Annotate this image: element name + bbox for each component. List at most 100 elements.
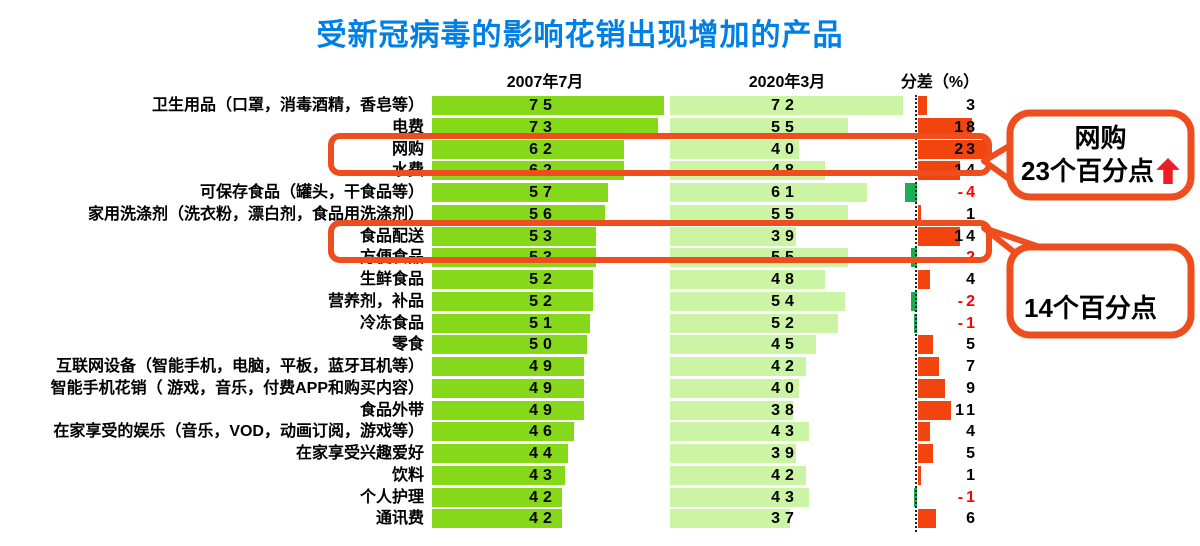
- value-2020: 39: [771, 227, 799, 245]
- value-2020: 61: [771, 184, 799, 201]
- diff-bar: [918, 335, 933, 355]
- value-2020: 43: [771, 488, 799, 506]
- diff-bar: [918, 357, 939, 376]
- diff-value: 14: [954, 162, 978, 180]
- bar-2020: [670, 291, 845, 311]
- bar-2007: [432, 270, 593, 289]
- column-header-2007: 2007年7月: [506, 74, 584, 91]
- value-2007: 44: [529, 445, 557, 462]
- callout-1-line2: 23个百分点: [1021, 155, 1154, 186]
- diff-value: 18: [954, 118, 978, 136]
- bar-2020: [670, 183, 868, 202]
- value-2007: 49: [529, 401, 557, 419]
- bar-2020: [670, 509, 790, 529]
- bar-row: 方便食品 53 55 -2: [0, 248, 1200, 268]
- callout-online-shopping: 网购 23个百分点: [1010, 122, 1191, 187]
- bar-2007: [432, 357, 584, 376]
- bar-2020: [670, 313, 839, 333]
- value-2020: 52: [771, 314, 799, 332]
- bar-2020: [670, 400, 793, 420]
- diff-bar: [911, 291, 917, 311]
- value-2007: 43: [529, 466, 557, 484]
- value-2020: 40: [771, 140, 799, 158]
- value-2007: 53: [529, 227, 557, 245]
- diff-value: 9: [966, 379, 978, 397]
- row-label: 食品配送: [359, 227, 424, 245]
- bar-2007: [432, 204, 606, 224]
- diff-value: 5: [966, 445, 978, 462]
- diff-value: 1: [966, 466, 978, 484]
- diff-zero-axis: [915, 95, 917, 532]
- bar-row: 饮料 43 42 1: [0, 465, 1200, 485]
- value-2007: 42: [529, 488, 557, 506]
- value-2007: 49: [529, 358, 557, 375]
- callout-1-line1: 网购: [1074, 123, 1127, 153]
- value-2007: 57: [529, 184, 557, 201]
- bar-row: 个人护理 42 43 -1: [0, 487, 1200, 507]
- bar-2020: [670, 96, 903, 115]
- bar-row: 食品外带 49 38 11: [0, 400, 1200, 420]
- diff-bar: [918, 400, 951, 420]
- value-2020: 48: [771, 162, 799, 180]
- row-label: 卫生用品（口罩，消毒酒精，香皂等）: [151, 97, 424, 114]
- diff-value: -1: [957, 488, 978, 506]
- page-title: 受新冠病毒的影响花销出现增加的产品: [316, 19, 844, 52]
- row-label: 在家享受的娱乐（音乐，VOD，动画订阅，游戏等）: [53, 423, 424, 441]
- value-2007: 52: [529, 292, 557, 310]
- bar-2020: [670, 204, 848, 224]
- bar-2007: [432, 291, 593, 311]
- row-label: 网购: [391, 140, 424, 158]
- bar-row: 食品配送 53 39 14: [0, 226, 1200, 246]
- row-label: 智能手机花销（ 游戏，音乐，付费APP和购买内容）: [50, 379, 424, 397]
- bar-2020: [670, 444, 797, 463]
- diff-value: -4: [957, 184, 978, 201]
- diff-bar: [918, 465, 921, 485]
- diff-bar: [918, 270, 930, 289]
- row-label: 电费: [391, 118, 424, 136]
- bar-2020: [670, 487, 810, 507]
- value-2020: 43: [771, 423, 799, 441]
- diff-value: 14: [954, 227, 978, 245]
- value-2020: 48: [771, 271, 799, 288]
- row-label: 营养剂，补品: [327, 292, 424, 310]
- bar-2007: [432, 444, 569, 463]
- diff-bar: [918, 117, 972, 137]
- bar-row: 智能手机花销（ 游戏，音乐，付费APP和购买内容） 49 40 9: [0, 378, 1200, 398]
- diff-value: 4: [966, 423, 978, 441]
- bar-2020: [670, 422, 810, 442]
- diff-value: 1: [966, 205, 978, 223]
- value-2007: 75: [529, 97, 557, 114]
- bar-2007: [432, 117, 658, 137]
- row-label: 方便食品: [359, 249, 424, 267]
- value-2020: 42: [771, 466, 799, 484]
- value-2007: 53: [529, 249, 557, 267]
- bar-2007: [432, 335, 587, 355]
- value-2007: 56: [529, 205, 557, 223]
- value-2020: 54: [771, 292, 799, 310]
- bar-row: 冷冻食品 51 52 -1: [0, 313, 1200, 333]
- bar-row: 生鲜食品 52 48 4: [0, 270, 1200, 289]
- column-header-diff: 分差（%）: [900, 74, 980, 91]
- diff-value: 5: [966, 336, 978, 354]
- row-label: 零食: [391, 336, 424, 354]
- bar-2020: [670, 378, 800, 398]
- row-label: 在家享受兴趣爱好: [295, 445, 424, 462]
- bar-row: 家用洗涤剂（洗衣粉，漂白剂，食品用洗涤剂） 56 55 1: [0, 204, 1200, 224]
- value-2020: 72: [771, 97, 799, 114]
- diff-bar: [918, 444, 933, 463]
- diff-bar: [918, 96, 927, 115]
- row-label: 家用洗涤剂（洗衣粉，漂白剂，食品用洗涤剂）: [87, 205, 424, 223]
- bar-2020: [670, 465, 806, 485]
- diff-value: 23: [954, 140, 978, 158]
- bar-row: 电费 73 55 18: [0, 117, 1200, 137]
- diff-bar: [905, 183, 917, 202]
- value-2020: 38: [771, 401, 799, 419]
- bar-row: 在家享受兴趣爱好 44 39 5: [0, 444, 1200, 463]
- column-header-2020: 2020年3月: [748, 74, 826, 91]
- value-2007: 62: [529, 140, 557, 158]
- diff-value: 11: [955, 401, 978, 419]
- value-2020: 42: [771, 358, 799, 375]
- bar-2007: [432, 487, 562, 507]
- diff-value: -2: [957, 292, 978, 310]
